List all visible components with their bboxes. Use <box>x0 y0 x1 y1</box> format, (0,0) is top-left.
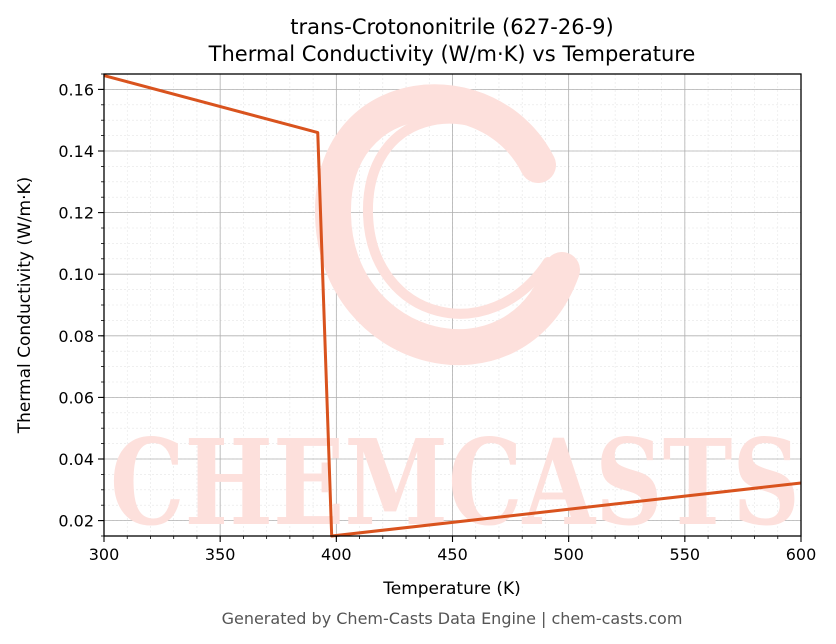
x-tick-label: 600 <box>786 545 817 564</box>
y-tick-label: 0.08 <box>58 327 94 346</box>
y-axis-label: Thermal Conductivity (W/m·K) <box>15 177 35 435</box>
watermark: CHEMCASTS <box>110 84 800 552</box>
chart-title: trans-Crotononitrile (627-26-9) <box>290 15 613 39</box>
series-line-0 <box>103 74 802 538</box>
watermark-logo <box>314 84 580 366</box>
x-tick-label: 400 <box>321 545 352 564</box>
plot-area: CHEMCASTS 300 350 400 450 500 550 600 0.02 0.04 0… <box>58 73 817 564</box>
footer-credit: Generated by Chem-Casts Data Engine | ch… <box>222 609 683 628</box>
y-tick-label: 0.02 <box>58 512 94 531</box>
x-tick-label: 450 <box>437 545 468 564</box>
chart-subtitle: Thermal Conductivity (W/m·K) vs Temperat… <box>208 42 696 66</box>
y-tick-label: 0.06 <box>58 388 94 407</box>
y-tick-label: 0.10 <box>58 265 94 284</box>
y-tick-label: 0.16 <box>58 80 94 99</box>
x-tick-label: 300 <box>89 545 120 564</box>
x-tick-label: 500 <box>553 545 584 564</box>
series-layer <box>103 74 802 538</box>
x-tick-label: 350 <box>205 545 236 564</box>
ticks-layer: 300 350 400 450 500 550 600 0.02 0.04 0.06 0.08 0.1… <box>58 73 817 564</box>
y-tick-label: 0.14 <box>58 142 94 161</box>
x-axis-label: Temperature (K) <box>382 579 521 599</box>
x-tick-label: 550 <box>670 545 701 564</box>
y-tick-label: 0.04 <box>58 450 94 469</box>
watermark-text: CHEMCASTS <box>110 413 800 552</box>
y-tick-label: 0.12 <box>58 204 94 223</box>
